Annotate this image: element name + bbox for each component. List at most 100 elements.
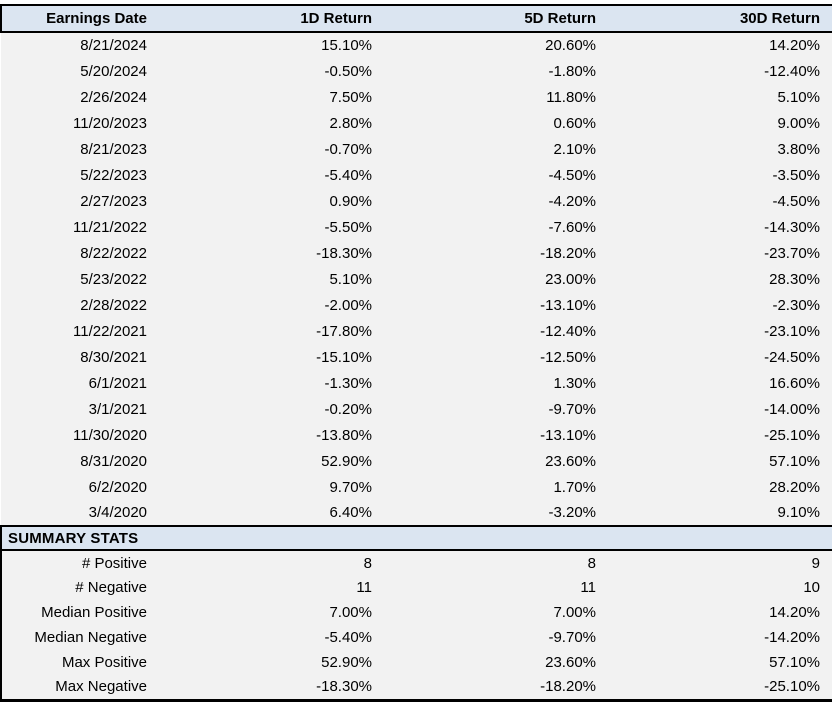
value-cell: -12.50% [540, 348, 596, 366]
value-cell: -9.70% [548, 629, 596, 646]
value-cell: -2.00% [324, 296, 372, 314]
value-cell: -12.40% [764, 62, 820, 80]
value-cell: -4.50% [772, 192, 820, 210]
value-cell: 9.00% [777, 114, 820, 132]
value-cell: -14.00% [764, 400, 820, 418]
value-cell: 57.10% [769, 654, 820, 671]
value-cell: 11 [356, 579, 372, 596]
summary-row: Max Negative -18.30% -18.20% -25.10% [1, 675, 832, 700]
column-header-30d-return: 30D Return [739, 10, 820, 27]
row-label-cell: 11/21/2022 [73, 218, 147, 236]
value-cell: 8 [363, 554, 372, 572]
row-label-cell: 11/30/2020 [73, 426, 147, 444]
value-cell: -3.20% [548, 504, 596, 521]
value-cell: 9.70% [329, 478, 372, 496]
value-cell: 7.00% [329, 604, 372, 621]
summary-row: Median Negative -5.40% -9.70% -14.20% [1, 625, 832, 650]
value-cell: -14.30% [764, 218, 820, 236]
row-label-cell: 6/1/2021 [88, 374, 147, 392]
value-cell: -0.70% [324, 140, 372, 158]
row-label-cell: 3/1/2021 [88, 400, 147, 418]
value-cell: -1.30% [324, 374, 372, 392]
table-row: 2/28/2022 -2.00% -13.10% -2.30% [1, 292, 832, 318]
row-label-cell: Median Negative [34, 629, 147, 646]
value-cell: -1.80% [548, 62, 596, 80]
row-label-cell: 5/23/2022 [80, 270, 147, 288]
row-label-cell: Median Positive [41, 604, 147, 621]
value-cell: 11 [580, 579, 596, 596]
value-cell: 7.00% [553, 604, 596, 621]
value-cell: -23.10% [764, 322, 820, 340]
table-row: 2/27/2023 0.90% -4.20% -4.50% [1, 188, 832, 214]
value-cell: 2.10% [553, 140, 596, 158]
column-header-5d-return: 5D Return [524, 10, 596, 27]
row-label-cell: 8/30/2021 [80, 348, 147, 366]
value-cell: -15.10% [316, 348, 372, 366]
summary-stats-header-row: SUMMARY STATS [1, 526, 832, 550]
value-cell: -18.30% [316, 678, 372, 696]
value-cell: 23.60% [545, 452, 596, 470]
row-label-cell: 11/22/2021 [73, 322, 147, 340]
value-cell: 6.40% [329, 504, 372, 521]
value-cell: -5.40% [324, 166, 372, 184]
table-row: 8/31/2020 52.90% 23.60% 57.10% [1, 448, 832, 474]
summary-row: # Positive 8 8 9 [1, 550, 832, 575]
value-cell: 16.60% [769, 374, 820, 392]
value-cell: 3.80% [777, 140, 820, 158]
row-label-cell: # Negative [75, 579, 147, 596]
value-cell: 9.10% [777, 504, 820, 521]
value-cell: 7.50% [329, 88, 372, 106]
earnings-returns-table: Earnings Date 1D Return 5D Return 30D Re… [0, 4, 832, 702]
value-cell: -17.80% [316, 322, 372, 340]
value-cell: 14.20% [769, 604, 820, 621]
table-row: 8/21/2024 15.10% 20.60% 14.20% [1, 32, 832, 58]
value-cell: -0.50% [324, 62, 372, 80]
row-label-cell: 8/22/2022 [80, 244, 147, 262]
value-cell: 2.80% [329, 114, 372, 132]
value-cell: 14.20% [769, 37, 820, 54]
value-cell: 11.80% [546, 88, 596, 106]
row-label-cell: 3/4/2020 [88, 504, 147, 521]
value-cell: -18.30% [316, 244, 372, 262]
value-cell: -25.10% [764, 426, 820, 444]
summary-stats-band: SUMMARY STATS [1, 526, 832, 550]
value-cell: -7.60% [548, 218, 596, 236]
summary-row: Median Positive 7.00% 7.00% 14.20% [1, 600, 832, 625]
row-label-cell: 5/22/2023 [80, 166, 147, 184]
table-row: 5/20/2024 -0.50% -1.80% -12.40% [1, 58, 832, 84]
value-cell: -18.20% [540, 244, 596, 262]
row-label-cell: 6/2/2020 [88, 478, 147, 496]
value-cell: -13.80% [316, 426, 372, 444]
row-label-cell: 8/21/2023 [80, 140, 147, 158]
value-cell: 20.60% [545, 37, 596, 54]
value-cell: 28.30% [769, 270, 820, 288]
value-cell: -9.70% [548, 400, 596, 418]
table-row: 3/1/2021 -0.20% -9.70% -14.00% [1, 396, 832, 422]
value-cell: -24.50% [764, 348, 820, 366]
table-row: 3/4/2020 6.40% -3.20% 9.10% [1, 500, 832, 526]
value-cell: -25.10% [764, 678, 820, 696]
value-cell: -14.20% [764, 629, 820, 646]
row-label-cell: 2/27/2023 [80, 192, 147, 210]
value-cell: 9 [811, 554, 820, 572]
value-cell: -3.50% [772, 166, 820, 184]
value-cell: -4.20% [548, 192, 596, 210]
table-row: 11/21/2022 -5.50% -7.60% -14.30% [1, 214, 832, 240]
value-cell: -12.40% [540, 322, 596, 340]
table-row: 6/2/2020 9.70% 1.70% 28.20% [1, 474, 832, 500]
row-label-cell: 8/31/2020 [80, 452, 147, 470]
column-header-earnings-date: Earnings Date [46, 10, 147, 27]
value-cell: 8 [587, 554, 596, 572]
summary-stats-title: SUMMARY STATS [8, 529, 139, 547]
row-label-cell: 2/28/2022 [80, 296, 147, 314]
table-row: 8/21/2023 -0.70% 2.10% 3.80% [1, 136, 832, 162]
value-cell: 52.90% [321, 654, 372, 671]
value-cell: 5.10% [777, 88, 820, 106]
value-cell: -0.20% [324, 400, 372, 418]
table-row: 8/30/2021 -15.10% -12.50% -24.50% [1, 344, 832, 370]
value-cell: 15.10% [321, 37, 372, 54]
value-cell: -23.70% [764, 244, 820, 262]
value-cell: 0.60% [553, 114, 596, 132]
table-row: 11/30/2020 -13.80% -13.10% -25.10% [1, 422, 832, 448]
